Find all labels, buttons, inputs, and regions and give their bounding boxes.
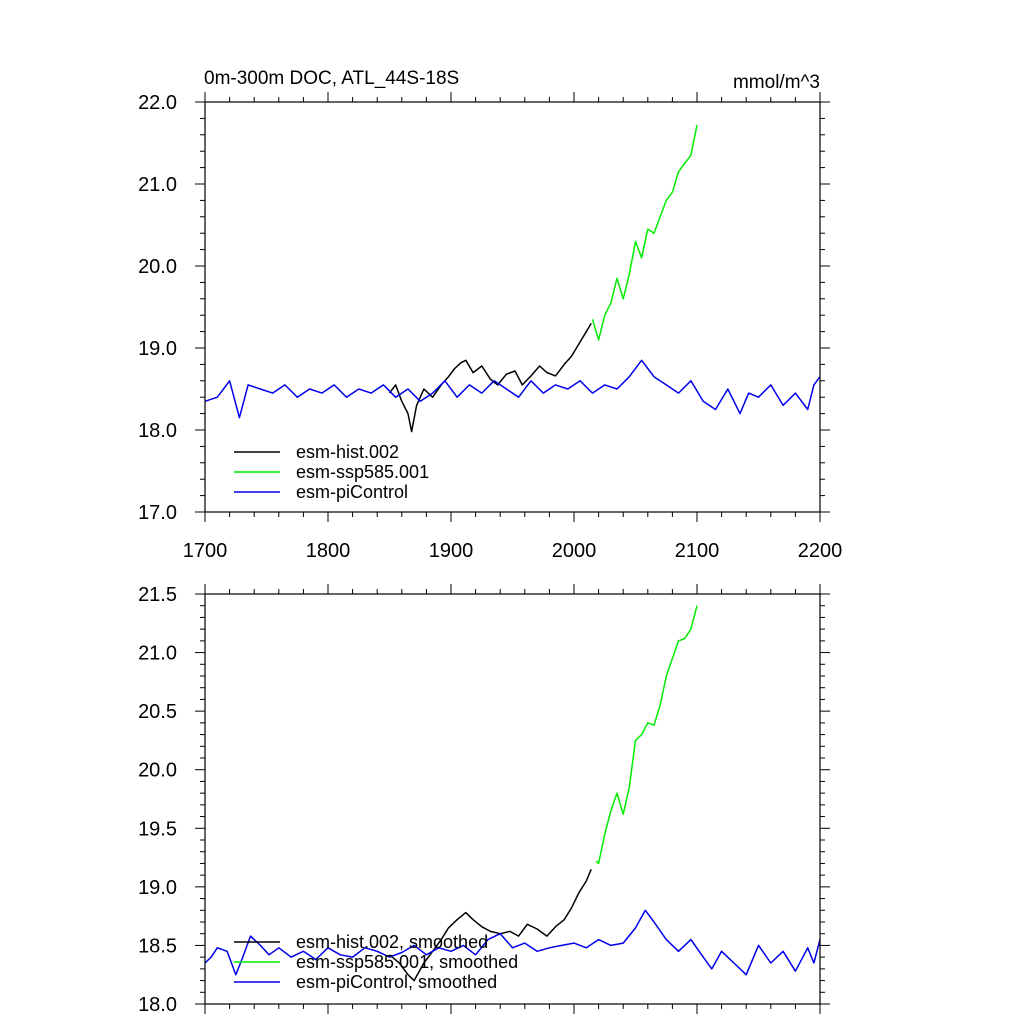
x-tick-label: 1800 — [306, 540, 351, 562]
legend-label-esm-picontrol-smoothed: esm-piControl, smoothed — [296, 972, 497, 992]
y-tick-label: 20.0 — [138, 256, 177, 278]
y-tick-label: 18.0 — [138, 994, 177, 1016]
y-tick-label: 19.0 — [138, 877, 177, 899]
y-tick-label: 17.0 — [138, 502, 177, 524]
series-line-esm-picontrol-smoothed — [204, 909, 821, 976]
legend-label-esm-picontrol: esm-piControl — [296, 482, 408, 502]
y-tick-label: 18.5 — [138, 935, 177, 957]
top-legend: esm-hist.002 esm-ssp585.001 esm-piContro… — [234, 442, 429, 502]
bottom-panel: 18.0 18.5 19.0 19.5 20.0 20.5 21.0 21.5 esm-his… — [138, 584, 830, 1016]
y-tick-label: 19.5 — [138, 818, 177, 840]
legend-label-esm-ssp585-smoothed: esm-ssp585.001, smoothed — [296, 952, 518, 972]
chart-title: 0m-300m DOC, ATL_44S-18S — [204, 68, 459, 89]
y-tick-label: 19.0 — [138, 338, 177, 360]
y-tick-label: 20.5 — [138, 701, 177, 723]
bottom-legend: esm-hist.002, smoothed esm-ssp585.001, s… — [234, 932, 518, 992]
y-tick-label: 22.0 — [138, 92, 177, 114]
legend-label-esm-hist-smoothed: esm-hist.002, smoothed — [296, 932, 488, 952]
x-tick-label: 1700 — [183, 540, 228, 562]
series-line-esm-ssp585-001 — [591, 124, 698, 341]
x-tick-label: 2000 — [552, 540, 597, 562]
x-tick-label: 1900 — [429, 540, 474, 562]
legend-label-esm-hist: esm-hist.002 — [296, 442, 399, 462]
x-tick-label: 2100 — [675, 540, 720, 562]
top-plot-frame — [204, 101, 821, 513]
top-panel: 0m-300m DOC, ATL_44S-18S mmol/m^3 1700 18… — [138, 68, 842, 562]
legend-label-esm-ssp585: esm-ssp585.001 — [296, 462, 429, 482]
series-line-esm-ssp585-001-smoothed — [595, 605, 698, 865]
y-tick-label: 20.0 — [138, 760, 177, 782]
x-tick-label: 2200 — [798, 540, 843, 562]
y-tick-label: 21.0 — [138, 174, 177, 196]
series-line-esm-picontrol — [204, 359, 821, 419]
y-tick-label: 21.0 — [138, 643, 177, 665]
y-tick-label: 21.5 — [138, 584, 177, 606]
chart-units: mmol/m^3 — [733, 72, 820, 93]
y-tick-label: 18.0 — [138, 420, 177, 442]
series-line-esm-hist-002 — [388, 323, 592, 433]
series-line-esm-hist-002-smoothed — [389, 869, 592, 982]
bottom-plot-frame — [204, 593, 821, 1005]
